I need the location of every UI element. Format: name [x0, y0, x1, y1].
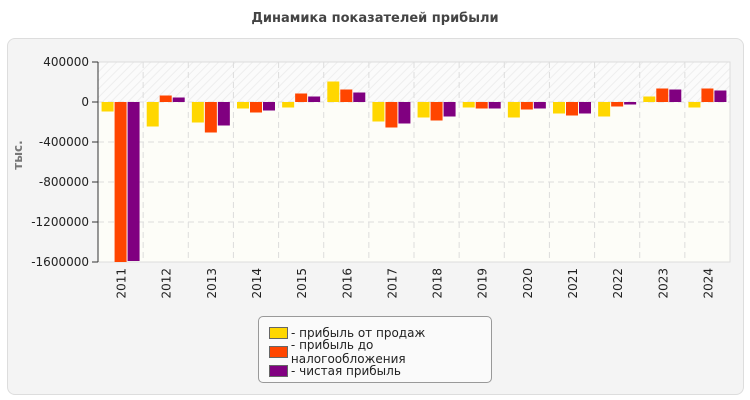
bar-2019-s1: [462, 102, 475, 108]
bar-2011-s3: [127, 102, 140, 261]
bar-2013-s3: [217, 102, 230, 126]
bar-2015-s2: [295, 93, 308, 102]
bar-2018-s3: [443, 102, 456, 117]
y-tick-label: -800000: [39, 175, 89, 189]
y-tick-label: 0: [81, 95, 89, 109]
x-tick-label: 2023: [656, 268, 670, 299]
bar-2020-s3: [533, 102, 546, 109]
bar-2017-s2: [385, 102, 398, 128]
bar-2014-s2: [250, 102, 262, 113]
y-axis-label: тыс.: [11, 140, 25, 169]
bar-2017-s1: [372, 102, 385, 122]
x-tick-label: 2013: [205, 268, 219, 299]
bar-2022-s1: [598, 102, 611, 117]
bar-2017-s3: [398, 102, 411, 124]
bar-2012-s3: [172, 97, 185, 102]
x-tick-label: 2018: [431, 268, 445, 299]
legend: - прибыль от продаж - прибыль до налогооб…: [258, 316, 492, 383]
x-tick-label: 2020: [521, 268, 535, 299]
bar-2013-s1: [191, 102, 204, 123]
x-tick-label: 2017: [385, 268, 399, 299]
bar-2024-s2: [701, 88, 714, 102]
bar-2015-s3: [308, 96, 321, 102]
legend-label: - чистая прибыль: [291, 363, 401, 378]
legend-swatch: [269, 345, 288, 358]
bar-2019-s2: [475, 102, 488, 109]
x-tick-label: 2016: [340, 268, 354, 299]
y-tick-label: -1200000: [31, 215, 89, 229]
bar-2020-s1: [507, 102, 520, 118]
bar-2016-s2: [340, 89, 353, 102]
legend-item: - прибыль до налогообложения: [269, 338, 491, 366]
bar-2020-s2: [520, 102, 533, 110]
bar-2012-s1: [146, 102, 159, 127]
x-tick-label: 2011: [115, 268, 129, 299]
x-tick-label: 2012: [160, 268, 174, 299]
bar-2022-s2: [611, 102, 624, 107]
y-tick-label: -400000: [39, 135, 89, 149]
bar-2023-s2: [656, 88, 669, 102]
x-tick-label: 2021: [566, 268, 580, 299]
bar-2021-s2: [566, 102, 578, 116]
bar-2024-s1: [688, 102, 701, 108]
bar-2018-s1: [417, 102, 430, 118]
legend-item: - прибыль от продаж: [269, 323, 491, 342]
x-tick-label: 2022: [611, 268, 625, 299]
bar-2014-s3: [263, 102, 275, 111]
y-tick-label: 400000: [43, 55, 89, 69]
x-tick-label: 2014: [250, 268, 264, 299]
legend-label: - прибыль до налогообложения: [290, 337, 406, 366]
x-tick-label: 2024: [701, 268, 715, 299]
bar-2021-s3: [579, 102, 591, 114]
bar-2011-s1: [101, 102, 114, 112]
x-tick-label: 2019: [476, 268, 490, 299]
x-tick-label: 2015: [295, 268, 309, 299]
bar-2022-s3: [624, 102, 637, 105]
chart-title: Динамика показателей прибыли: [251, 11, 499, 26]
legend-label: - прибыль от продаж: [291, 325, 426, 340]
bar-2014-s1: [237, 102, 249, 109]
bar-2023-s1: [643, 96, 656, 102]
bar-2016-s3: [353, 92, 366, 102]
bar-2021-s1: [553, 102, 565, 114]
bar-2018-s2: [430, 102, 443, 121]
bar-2024-s3: [714, 90, 727, 102]
bar-2016-s1: [327, 81, 340, 102]
legend-item: - чистая прибыль: [269, 361, 491, 380]
bar-2011-s2: [114, 102, 127, 262]
legend-swatch: [269, 326, 288, 339]
bar-2023-s3: [669, 89, 682, 102]
bar-2012-s2: [159, 95, 172, 102]
legend-swatch: [269, 364, 288, 377]
bar-2019-s3: [488, 102, 501, 109]
y-tick-label: -1600000: [31, 255, 89, 269]
bar-2015-s1: [282, 102, 295, 108]
bar-2013-s2: [204, 102, 217, 133]
